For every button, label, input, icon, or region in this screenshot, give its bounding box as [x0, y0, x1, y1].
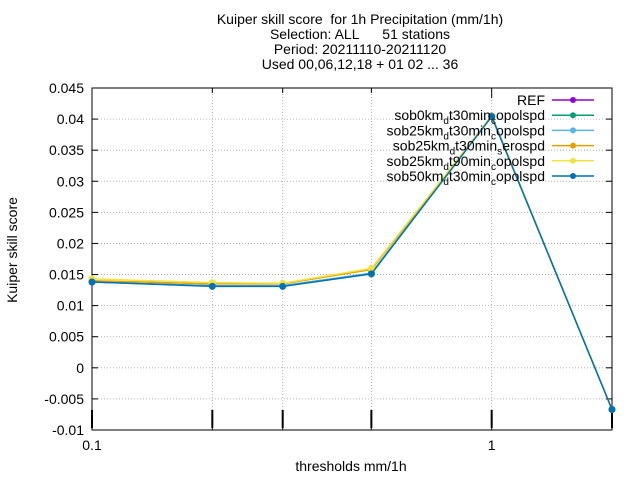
legend-swatch-point	[570, 127, 576, 134]
y-tick-label: 0	[76, 360, 84, 376]
legend-swatch-point	[570, 112, 576, 119]
legend-swatch-point	[570, 173, 576, 179]
data-point	[208, 282, 216, 290]
legend-swatch-point	[570, 97, 576, 103]
grid-lines	[92, 88, 612, 430]
y-tick-label: 0.02	[57, 235, 84, 251]
y-tick-label: 0.035	[49, 142, 84, 158]
series-line	[91, 115, 613, 410]
y-axis-label: Kuiper skill score	[4, 197, 20, 303]
chart-title-line-1: Kuiper skill score for 1h Precipitation …	[216, 11, 504, 27]
y-tick-label: 0.04	[57, 111, 84, 127]
axes	[91, 87, 613, 431]
chart-title-line-3: Period: 20211110-20211120	[273, 41, 447, 57]
data-point	[279, 282, 287, 290]
x-tick-label: 1	[488, 437, 496, 453]
chart-title-line-2: Selection: ALL 51 stations	[269, 26, 451, 42]
legend-entry-label: sob25kmdt30minserospd	[393, 138, 545, 158]
data-point	[608, 405, 616, 413]
legend-entry-label: sob50kmdt30mincopolspd	[387, 168, 545, 188]
series-lines	[88, 112, 616, 413]
data-point	[88, 278, 96, 286]
legend-entry-label: sob0kmdt30mincopolspd	[394, 107, 545, 127]
plot-frame	[91, 87, 613, 431]
legend-entry-label: REF	[517, 92, 545, 108]
legend-swatch-point	[570, 157, 576, 164]
x-tick-label: 0.1	[82, 437, 102, 453]
axis-ticks: 0.045 0.04 0.035 0.03 0.025 0.02 0.015 0.01 0.00…	[44, 80, 613, 453]
legend: REFsob0kmdt30mincopolspdsob25kmdt30minco…	[387, 92, 594, 188]
data-point	[488, 113, 496, 121]
legend-swatch-point	[570, 142, 576, 149]
chart-title-line-4: Used 00,06,12,18 + 01 02 ... 36	[261, 56, 459, 72]
legend-entry-label: sob25kmdt30mincopolspd	[387, 122, 545, 142]
y-tick-label: 0.005	[49, 329, 84, 345]
y-tick-label: -0.005	[44, 391, 84, 407]
x-axis-label: thresholds mm/1h	[295, 458, 407, 474]
data-point	[367, 270, 375, 278]
y-tick-label: 0.045	[49, 80, 84, 96]
y-tick-label: 0.015	[49, 267, 84, 283]
y-tick-label: 0.03	[57, 173, 84, 189]
legend-entry-label: sob25kmdt90mincopolspd	[387, 153, 545, 173]
y-tick-label: 0.01	[57, 298, 84, 314]
y-tick-label: 0.025	[49, 204, 84, 220]
y-tick-label: -0.01	[52, 422, 84, 438]
